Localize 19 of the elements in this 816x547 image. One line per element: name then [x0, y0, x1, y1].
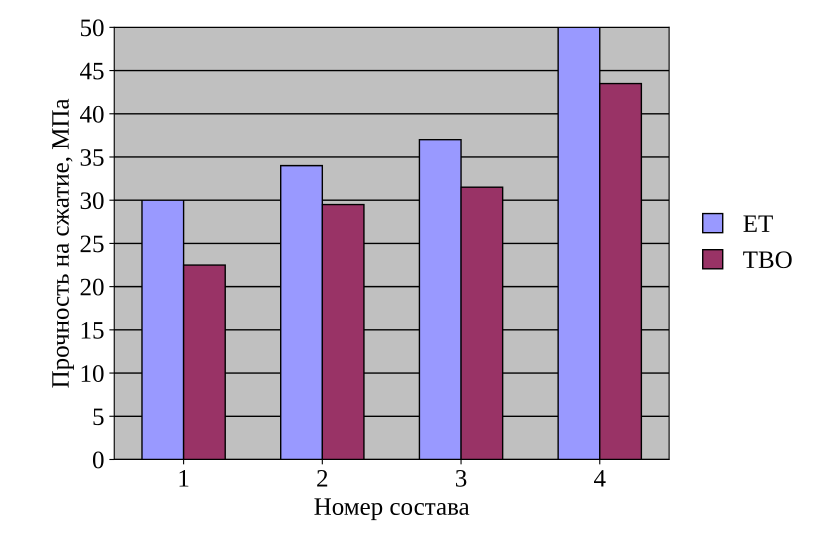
y-tick-label: 40 — [80, 106, 104, 123]
y-tick-label: 25 — [80, 236, 104, 252]
x-axis-title: Номер состава — [314, 498, 470, 520]
x-tick-label: 3 — [456, 470, 466, 487]
x-tick-label: 2 — [317, 470, 328, 487]
y-tick-label: 0 — [92, 452, 104, 468]
legend-label: ЕТ — [743, 215, 773, 232]
y-tick-label: 10 — [82, 365, 104, 382]
y-tick-label: 30 — [80, 192, 104, 210]
y-tick-label: 20 — [80, 278, 104, 296]
x-tick-label: 1 — [180, 470, 188, 487]
y-axis-title: Прочность на сжатие, МПа — [52, 98, 74, 388]
y-tick-label: 5 — [93, 408, 104, 426]
y-tick-label: 15 — [82, 322, 104, 339]
legend-label: ТВО — [743, 251, 792, 268]
x-tick-label: 4 — [594, 470, 606, 487]
y-tick-label: 35 — [80, 149, 104, 166]
y-tick-label: 45 — [80, 62, 104, 80]
y-tick-label: 50 — [80, 19, 104, 36]
